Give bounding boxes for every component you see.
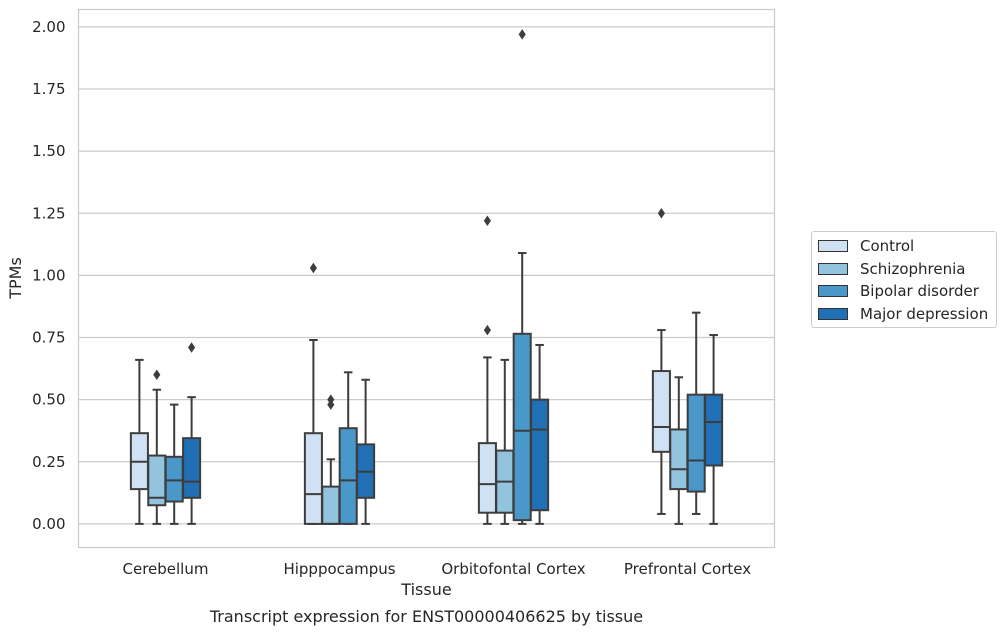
outlier-point — [153, 369, 161, 381]
box-schizophrenia — [147, 369, 167, 525]
outlier-point — [657, 208, 665, 219]
y-tick-label: 1.25 — [32, 204, 65, 222]
x-tick-label: Orbitofontal Cortex — [441, 560, 585, 578]
legend-swatch — [818, 307, 848, 320]
legend-item: Control — [812, 235, 996, 258]
box-body — [704, 393, 724, 467]
legend: Control Schizophrenia Bipolar disorder Majo… — [811, 231, 997, 328]
box-body — [164, 455, 184, 503]
x-axis-label: Tissue — [400, 580, 451, 599]
box-body — [321, 485, 341, 525]
box-bipolar-disorder — [338, 371, 358, 525]
y-tick-label: 2.00 — [32, 18, 65, 36]
y-axis-label: TPMs — [6, 257, 25, 300]
box-body — [512, 332, 532, 522]
x-tick-label: Prefrontal Cortex — [624, 560, 751, 578]
legend-item: Bipolar disorder — [812, 280, 996, 303]
x-tick-labels: Cerebellum Hipppocampus Orbitofontal Corte… — [123, 560, 752, 578]
box-major-depression — [704, 334, 724, 525]
x-tick-label: Cerebellum — [123, 560, 209, 578]
legend-swatch — [818, 285, 848, 298]
legend-item: Schizophrenia — [812, 258, 996, 281]
box-body — [303, 432, 323, 525]
box-control — [477, 215, 497, 525]
box-plot-series — [129, 29, 724, 525]
y-tick-labels: 0.00 0.25 0.50 0.75 1.00 1.25 1.50 1.75 2.00 — [32, 18, 65, 533]
box-schizophrenia — [669, 376, 689, 525]
y-tick-label: 1.00 — [32, 266, 65, 284]
box-control — [303, 262, 323, 525]
box-body — [477, 442, 497, 514]
box-bipolar-disorder — [512, 29, 532, 525]
legend-label: Schizophrenia — [860, 259, 966, 278]
outlier-point — [188, 342, 196, 353]
legend-swatch — [818, 262, 848, 275]
legend-label: Major depression — [860, 304, 989, 323]
outlier-point — [483, 215, 491, 226]
y-tick-label: 0.50 — [32, 391, 65, 409]
y-tick-label: 1.50 — [32, 142, 65, 160]
outlier-point — [309, 262, 317, 274]
legend-item: Major depression — [812, 303, 996, 326]
box-bipolar-disorder — [164, 403, 184, 525]
legend-label: Control — [860, 237, 915, 256]
y-tick-label: 0.25 — [32, 453, 65, 471]
legend-label: Bipolar disorder — [860, 282, 979, 301]
box-major-depression — [356, 378, 376, 525]
chart-title: Transcript expression for ENST0000040662… — [209, 607, 643, 626]
outlier-point — [483, 324, 491, 336]
box-control — [651, 208, 671, 515]
box-body — [182, 437, 202, 499]
box-body — [338, 427, 358, 525]
box-major-depression — [530, 343, 550, 525]
box-major-depression — [182, 342, 202, 525]
box-bipolar-disorder — [686, 311, 706, 515]
plot-area-frame — [77, 8, 776, 549]
box-body — [651, 370, 671, 453]
y-tick-label: 0.75 — [32, 329, 65, 347]
outlier-point — [518, 29, 526, 40]
x-tick-label: Hipppocampus — [283, 560, 395, 578]
box-body — [530, 398, 550, 512]
box-control — [129, 358, 149, 525]
y-tick-label: 1.75 — [32, 80, 65, 98]
box-body — [669, 428, 689, 491]
box-schizophrenia — [495, 358, 515, 525]
y-tick-label: 0.00 — [32, 515, 65, 533]
box-schizophrenia — [321, 394, 341, 525]
outlier-point — [327, 394, 335, 405]
legend-swatch — [818, 240, 848, 253]
box-body — [686, 393, 706, 493]
